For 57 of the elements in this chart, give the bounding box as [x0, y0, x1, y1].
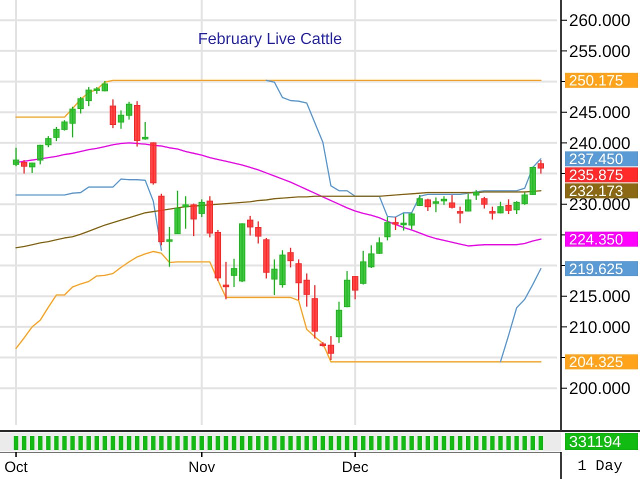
- x-tick-label: Nov: [188, 459, 216, 476]
- candlestick: [12, 147, 20, 167]
- candlestick: [53, 126, 60, 142]
- text: 237.450: [569, 151, 624, 168]
- text: 235.875: [569, 167, 624, 184]
- candlestick: [110, 98, 116, 129]
- candlestick: [448, 194, 456, 210]
- text: 1 Day: [577, 458, 623, 475]
- candlestick: [37, 144, 44, 166]
- candlestick: [126, 101, 132, 120]
- candlestick: [198, 198, 205, 218]
- candlestick: [328, 335, 334, 361]
- candlestick: [384, 216, 391, 242]
- candlestick: [456, 206, 464, 224]
- y-tick-label: 210.000: [569, 318, 630, 337]
- candlestick: [29, 162, 36, 174]
- candlestick: [118, 110, 124, 130]
- candlestick: [142, 121, 148, 140]
- x-tick-label: Dec: [342, 459, 369, 476]
- candlestick: [432, 196, 440, 213]
- y-tick-label: 245.000: [569, 103, 630, 122]
- y-tick-label: 240.000: [569, 134, 630, 153]
- y-tick-label: 255.000: [569, 42, 630, 61]
- candlestick: [45, 135, 52, 148]
- candlestick: [473, 189, 480, 201]
- candlestick: [538, 159, 544, 174]
- candlestick: [182, 196, 189, 230]
- candlestick: [230, 258, 238, 288]
- text: 219.625: [569, 260, 624, 278]
- candlestick: [489, 206, 496, 220]
- line-series: [15, 190, 542, 248]
- candlestick: [481, 196, 488, 210]
- candlestick: [497, 201, 504, 214]
- candlestick: [69, 106, 76, 138]
- y-tick-label: 200.000: [569, 379, 630, 398]
- candlestick: [287, 247, 294, 268]
- candlestick: [505, 198, 512, 215]
- text: 250.175: [569, 72, 624, 90]
- candlestick: [424, 198, 431, 212]
- y-tick-label: 260.000: [569, 11, 630, 30]
- text: February Live Cattle: [198, 31, 342, 48]
- x-tick-label: Oct: [4, 459, 29, 476]
- text: 331194: [569, 434, 622, 452]
- text: 224.350: [569, 231, 624, 248]
- candlestick: [392, 216, 399, 231]
- candlestick: [465, 193, 472, 212]
- text: 204.325: [569, 354, 624, 372]
- line-series: [15, 250, 542, 362]
- candlestick: [61, 120, 68, 132]
- y-tick-label: 230.000: [569, 195, 630, 214]
- candlestick: [352, 275, 358, 300]
- candlestick: [166, 226, 173, 268]
- candlestick: [271, 258, 278, 296]
- candlestick: [20, 159, 28, 174]
- y-tick-label: 215.000: [569, 287, 630, 306]
- candlestick: [190, 202, 197, 237]
- candlestick: [222, 261, 230, 300]
